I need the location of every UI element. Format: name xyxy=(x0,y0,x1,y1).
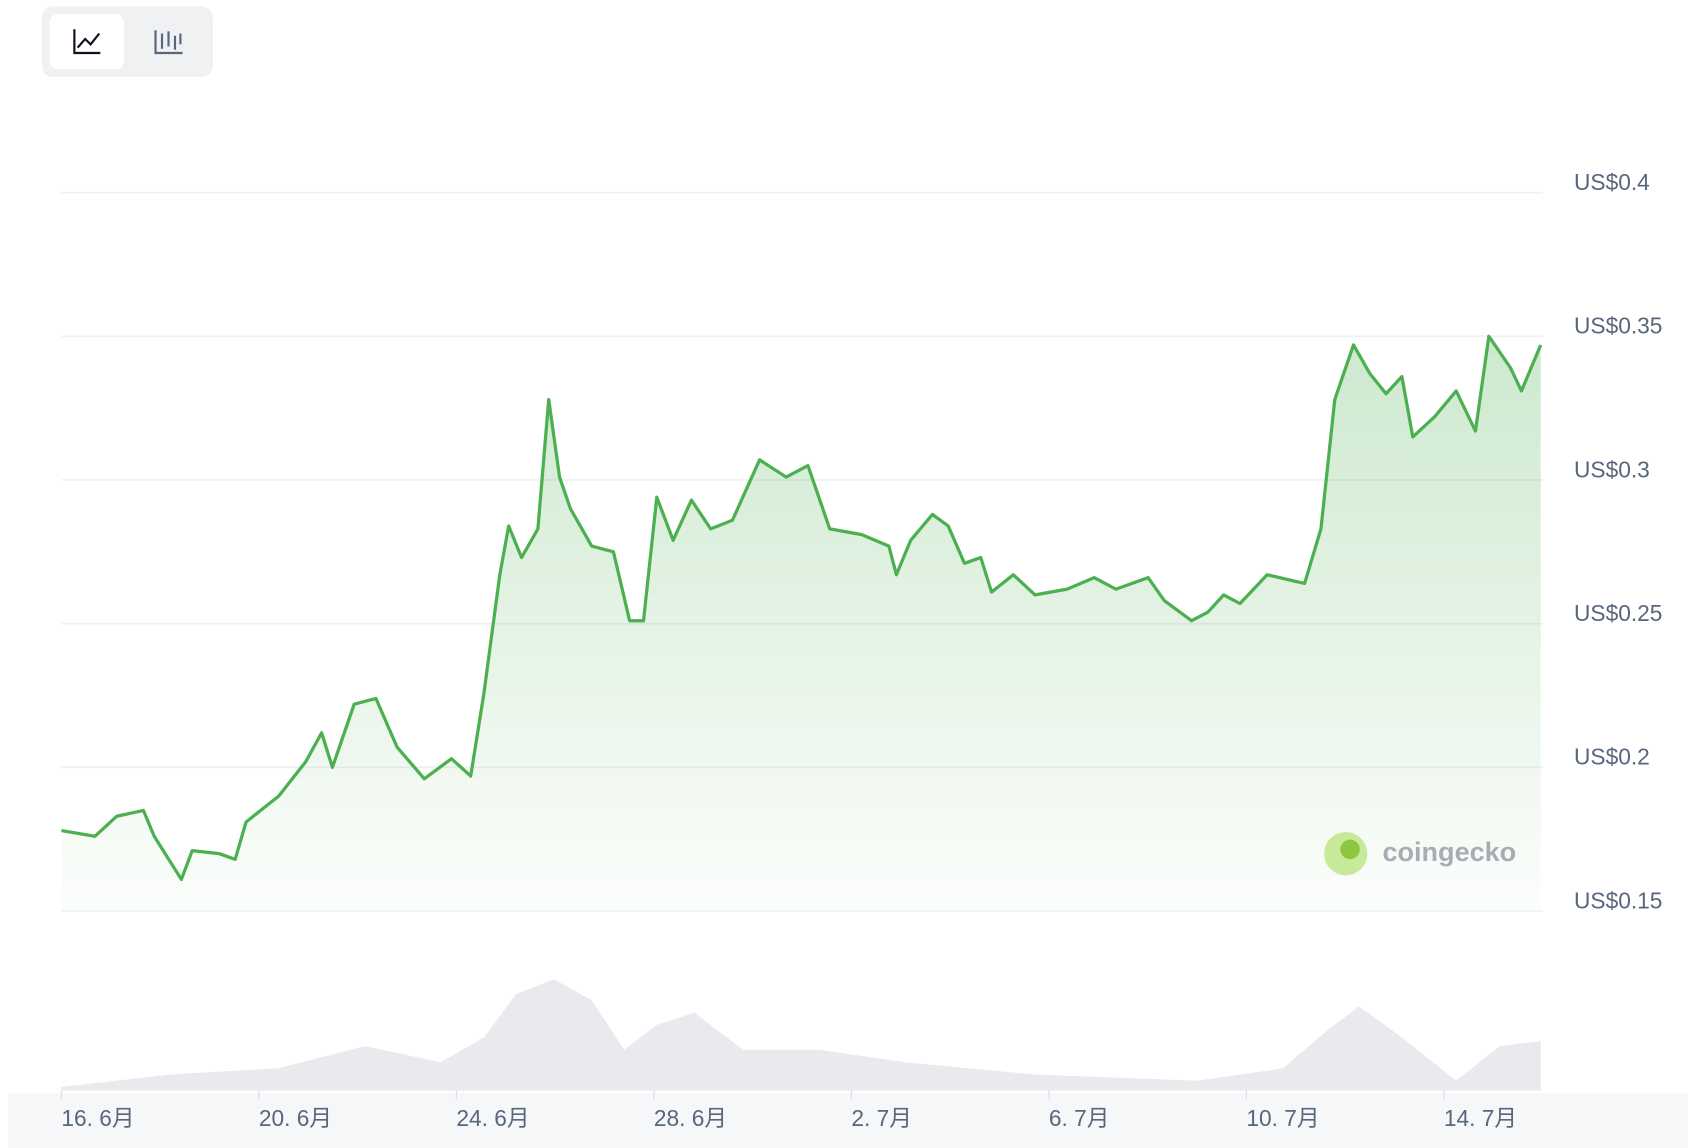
y-tick-label: US$0.2 xyxy=(1574,744,1650,770)
price-line xyxy=(61,334,1543,882)
y-tick-label: US$0.3 xyxy=(1574,456,1650,482)
y-tick-label: US$0.35 xyxy=(1574,313,1662,339)
line-icon xyxy=(73,29,101,55)
candle-icon-axis xyxy=(154,30,183,55)
plot: US$0.15 US$0.2 US$0.25 US$0.3 US$0.35 US$0.4 1… xyxy=(60,169,1662,1131)
watermark-logo-eye xyxy=(1340,839,1360,860)
watermark-text: coingecko xyxy=(1383,837,1517,867)
y-tick-label: US$0.25 xyxy=(1574,600,1662,626)
x-tick-label: 28. 6月 xyxy=(654,1105,727,1131)
x-tick-label: 20. 6月 xyxy=(259,1105,332,1131)
chart-type-toggle xyxy=(41,6,213,77)
price-area xyxy=(61,336,1541,912)
x-tick-label: 10. 7月 xyxy=(1246,1105,1319,1131)
x-tick-label: 16. 6月 xyxy=(61,1105,134,1131)
candle-icon xyxy=(160,31,182,50)
candlestick-button[interactable] xyxy=(154,30,183,55)
y-tick-label: US$0.15 xyxy=(1574,887,1662,913)
x-tick-label: 6. 7月 xyxy=(1049,1105,1110,1131)
volume-area xyxy=(61,979,1541,1091)
x-tick-label: 14. 7月 xyxy=(1444,1105,1517,1131)
y-tick-label: US$0.4 xyxy=(1574,169,1650,195)
x-tick-label: 2. 7月 xyxy=(851,1105,912,1131)
x-axis-band xyxy=(8,1092,1688,1148)
watermark: coingecko xyxy=(1324,832,1517,876)
x-tick-label: 24. 6月 xyxy=(456,1105,529,1131)
